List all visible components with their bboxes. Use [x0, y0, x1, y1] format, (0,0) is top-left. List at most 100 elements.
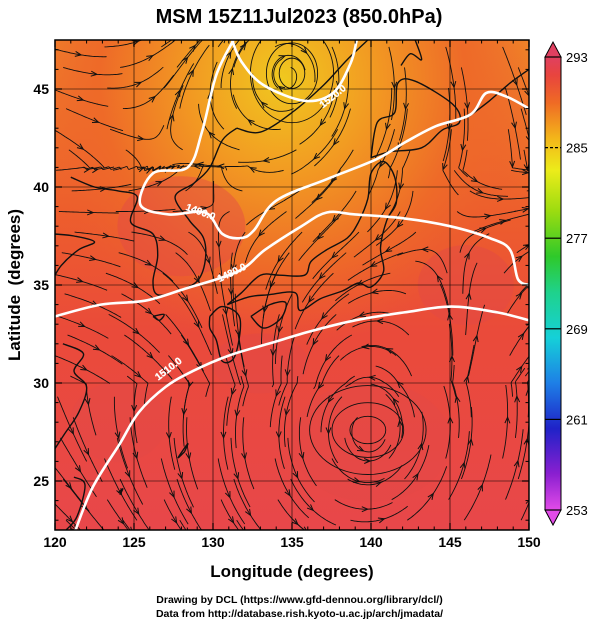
streamline: [347, 289, 407, 304]
coastline: [370, 78, 462, 159]
streamline: [462, 233, 490, 294]
streamline: [278, 396, 286, 469]
contour-line: [230, 40, 359, 103]
streamline-arrow: [472, 334, 479, 343]
streamline-arrow: [220, 431, 227, 440]
streamline-arrow: [185, 452, 192, 461]
streamline-arrow: [168, 113, 175, 122]
streamline-arrow: [327, 395, 334, 404]
y-tick-label: 25: [33, 473, 49, 489]
streamline: [339, 346, 397, 361]
streamline-arrow: [78, 321, 86, 328]
streamline-arrow: [102, 232, 110, 239]
colorbar-tick-label: 253: [566, 503, 588, 518]
streamline: [362, 231, 417, 266]
streamline-arrow: [137, 135, 145, 142]
streamline: [510, 355, 529, 397]
streamline-arrow: [397, 419, 404, 428]
streamline-arrow: [417, 442, 424, 451]
streamline-arrow: [224, 491, 231, 499]
x-tick-label: 135: [280, 534, 304, 550]
streamline: [506, 284, 529, 315]
streamline: [507, 129, 529, 171]
streamline: [55, 314, 109, 339]
streamline-arrow: [74, 465, 82, 473]
streamline-arrow: [76, 143, 85, 150]
streamline-arrow: [277, 325, 283, 334]
streamline-arrow: [525, 135, 529, 143]
streamline-arrow: [204, 256, 211, 265]
streamline-arrow: [398, 182, 405, 191]
contour-line: [55, 210, 529, 318]
y-tick-label: 30: [33, 375, 49, 391]
streamline: [511, 169, 529, 174]
streamline: [398, 67, 407, 141]
streamline: [57, 396, 88, 462]
streamline: [179, 44, 210, 109]
streamline: [230, 252, 236, 327]
colorbar-tick-label: 293: [566, 50, 588, 65]
streamline-arrow: [509, 160, 516, 169]
streamline-arrow: [384, 202, 391, 211]
streamline-arrow: [234, 409, 241, 418]
streamline-arrow: [278, 55, 287, 61]
streamline: [230, 41, 247, 109]
streamline-arrow: [396, 380, 404, 389]
streamline-arrow: [91, 167, 100, 174]
streamline-arrow: [515, 255, 524, 263]
streamline-arrow: [446, 123, 453, 131]
streamline-arrow: [459, 461, 466, 470]
streamline: [246, 190, 300, 226]
streamline: [352, 320, 410, 336]
x-tick-label: 125: [122, 534, 146, 550]
streamline-arrow: [396, 220, 404, 229]
streamline-arrow: [192, 163, 201, 170]
streamline: [186, 417, 199, 490]
streamline-arrow: [476, 188, 484, 194]
streamline: [176, 40, 201, 68]
coastlines: [55, 40, 529, 530]
streamline-arrow: [134, 81, 143, 88]
streamline: [391, 445, 430, 501]
streamline: [269, 355, 283, 428]
streamline-arrow: [90, 70, 99, 77]
streamline: [271, 54, 306, 89]
streamline: [74, 231, 134, 242]
streamline: [58, 211, 119, 214]
streamline-arrow: [403, 102, 409, 111]
streamline-arrow: [117, 517, 125, 525]
streamline-arrow: [464, 251, 470, 260]
streamline-arrow: [353, 477, 361, 483]
streamline-arrow: [460, 143, 467, 152]
credit-data: Data from http://database.rish.kyoto-u.a…: [155, 608, 444, 620]
streamline-arrow: [146, 351, 154, 359]
streamline-arrow: [200, 206, 209, 212]
coastline: [468, 68, 529, 117]
colorbar: 253 261 269 277 285 293: [544, 40, 588, 527]
streamline: [173, 437, 194, 508]
streamline-arrow: [525, 388, 529, 396]
streamline: [361, 344, 413, 377]
streamline: [55, 129, 105, 168]
streamline: [465, 262, 478, 336]
streamline: [223, 396, 229, 470]
streamline: [312, 190, 357, 243]
streamline-arrow: [233, 472, 240, 480]
streamline-arrow: [385, 122, 391, 131]
streamline-arrow: [86, 209, 95, 216]
streamline-arrow: [312, 338, 319, 346]
wind-streamlines: [55, 40, 529, 530]
streamline: [522, 325, 529, 336]
x-tick-label: 150: [517, 534, 541, 550]
streamline-arrow: [284, 369, 291, 377]
streamline-arrow: [215, 240, 222, 249]
streamline: [327, 396, 343, 464]
streamline-arrow: [187, 380, 194, 389]
streamline-arrow: [275, 389, 281, 398]
streamline: [72, 417, 103, 483]
streamline-arrow: [361, 506, 370, 513]
streamline-arrow: [248, 167, 257, 173]
coastline: [55, 343, 88, 450]
streamline: [456, 210, 516, 218]
streamline-arrow: [227, 516, 235, 524]
